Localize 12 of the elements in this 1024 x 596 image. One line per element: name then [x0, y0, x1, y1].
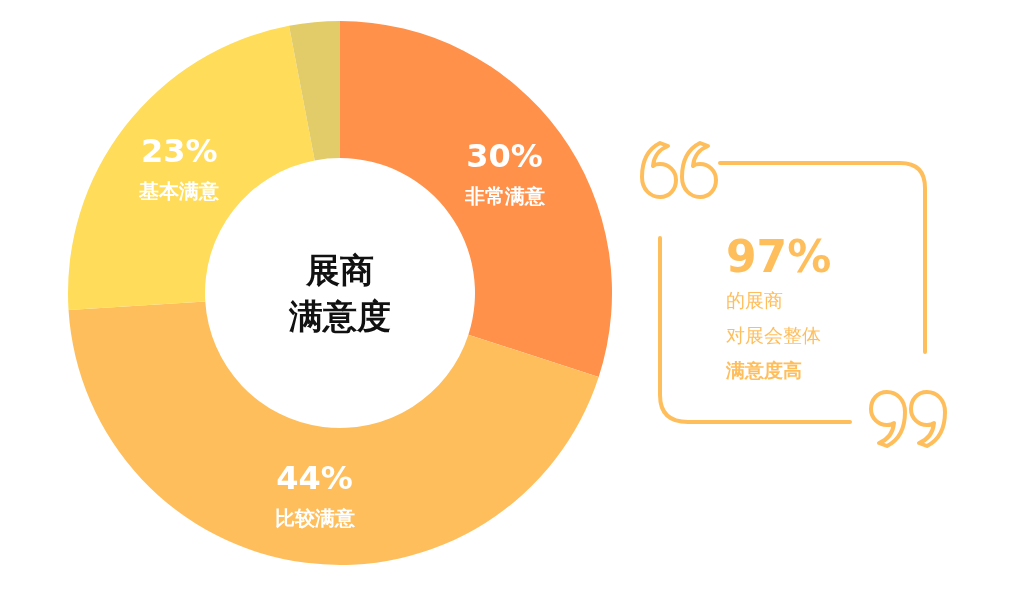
data-label: 30% — [466, 137, 543, 176]
slice-label: 非常满意 — [463, 184, 546, 209]
text: 对展会整体 — [726, 324, 821, 346]
data-label: 44% — [276, 458, 353, 497]
donut-slice — [289, 21, 340, 161]
text: 97% — [726, 231, 832, 282]
text: 满意度高 — [725, 359, 802, 381]
slice-label: 基本满意 — [138, 179, 221, 204]
slice-label: 比较满意 — [274, 505, 356, 530]
text: 的展商 — [726, 289, 783, 311]
text: 展商满意度 — [288, 250, 391, 336]
data-label: 23% — [140, 132, 218, 171]
